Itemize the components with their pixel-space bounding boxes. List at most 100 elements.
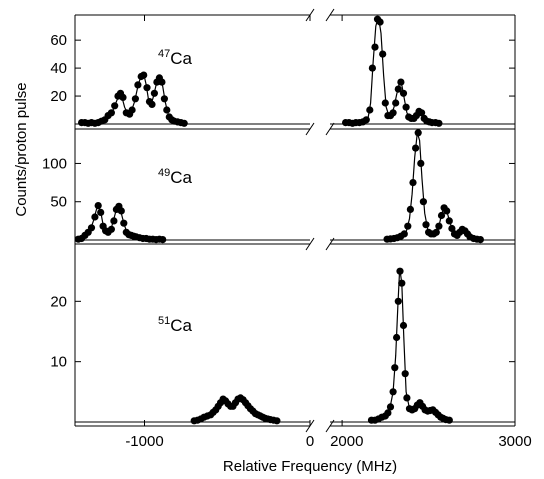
isotope-mass-number: 51 xyxy=(158,315,170,327)
data-point xyxy=(148,100,156,108)
data-point xyxy=(402,103,410,111)
fit-curve-1-1 xyxy=(387,132,481,241)
fit-curve-0-1 xyxy=(345,16,439,124)
data-point xyxy=(107,109,115,117)
axis-break-panel1-stroke-0 xyxy=(305,122,315,136)
axis-break-panel2 xyxy=(305,237,335,251)
data-point xyxy=(422,221,430,229)
data-point xyxy=(119,93,127,101)
data-point xyxy=(392,99,400,107)
x-tick-label: 3000 xyxy=(498,433,531,450)
data-point xyxy=(368,64,376,72)
x-tick-label: -1000 xyxy=(125,433,163,450)
data-point xyxy=(396,267,404,275)
data-point xyxy=(409,179,417,187)
data-point xyxy=(87,224,96,232)
data-point xyxy=(432,228,440,236)
data-point xyxy=(117,207,125,215)
data-point xyxy=(399,321,408,330)
y-tick-label: 60 xyxy=(50,32,67,49)
isotope-element: Ca xyxy=(170,168,192,187)
data-point xyxy=(371,43,379,51)
data-point xyxy=(435,222,443,230)
data-point xyxy=(386,403,395,411)
data-point xyxy=(414,129,422,137)
y-tick-label: 20 xyxy=(50,293,67,310)
data-point xyxy=(418,109,426,117)
data-point xyxy=(394,85,402,93)
x-axis-title: Relative Frequency (MHz) xyxy=(223,458,397,475)
data-point xyxy=(180,119,188,127)
y-axis-title: Counts/proton pulse xyxy=(13,82,30,216)
data-point xyxy=(362,116,370,124)
isotope-mass-number: 47 xyxy=(158,48,170,60)
axis-break-panel1-stroke-1 xyxy=(325,122,335,136)
data-point xyxy=(417,159,425,167)
data-point xyxy=(437,211,446,220)
data-point xyxy=(445,416,453,424)
data-point xyxy=(389,109,397,117)
y-tick-label: 50 xyxy=(50,194,67,211)
axis-labels: -1000 0 2000 300020406050100102047Ca49Ca51C… xyxy=(13,32,532,475)
data-point xyxy=(91,213,99,221)
axis-break-bottom-stroke-1 xyxy=(325,419,335,433)
data-point xyxy=(107,225,115,233)
axis-break-panel2-stroke-1 xyxy=(325,237,335,251)
axis-break-panel2-stroke-0 xyxy=(305,237,315,251)
data-point xyxy=(400,230,408,238)
data-point xyxy=(419,198,427,206)
isotope-element: Ca xyxy=(170,316,192,335)
data-point xyxy=(134,81,142,89)
data-point xyxy=(120,219,128,227)
isotope-mass-number: 49 xyxy=(158,167,170,179)
data-point xyxy=(376,18,384,26)
data-point xyxy=(128,106,136,114)
x-tick-label: 2000 xyxy=(330,433,363,450)
data-point xyxy=(273,417,281,425)
y-tick-label: 20 xyxy=(50,88,67,105)
data-point xyxy=(150,89,158,97)
isotope-label-1: 49Ca xyxy=(158,167,193,187)
data-point xyxy=(160,95,168,103)
data-point xyxy=(391,364,399,372)
data-point xyxy=(443,207,451,215)
y-tick-label: 10 xyxy=(50,354,67,371)
data-point xyxy=(163,106,171,114)
isotope-label-0: 47Ca xyxy=(158,48,193,68)
data-point xyxy=(366,106,374,114)
data-point xyxy=(381,99,389,107)
data-point xyxy=(140,71,148,79)
data-point xyxy=(448,224,456,233)
data-point xyxy=(435,119,443,127)
data-point xyxy=(389,388,397,396)
data-point xyxy=(406,205,414,213)
data-point xyxy=(399,89,408,97)
isotope-element: Ca xyxy=(170,49,192,68)
y-tick-label: 40 xyxy=(50,60,67,77)
data-point xyxy=(379,50,387,58)
data-point xyxy=(131,95,139,103)
data-point xyxy=(158,78,166,86)
data-point xyxy=(159,236,167,244)
data-point xyxy=(394,297,402,305)
data-point xyxy=(397,78,405,86)
data-point xyxy=(111,102,119,110)
data-point xyxy=(445,217,453,225)
data-point xyxy=(401,370,409,378)
data-point xyxy=(403,394,411,402)
data-point xyxy=(143,84,151,92)
data-point xyxy=(110,217,118,225)
data-point xyxy=(476,236,484,244)
axis-break-panel1 xyxy=(305,122,335,136)
y-tick-label: 100 xyxy=(42,155,67,172)
isotope-label-2: 51Ca xyxy=(158,315,193,335)
data-marks xyxy=(74,15,484,425)
x-tick-label: 0 xyxy=(306,433,314,450)
data-point xyxy=(94,202,102,210)
axis-break-top-stroke-1 xyxy=(325,8,335,22)
data-point xyxy=(412,144,420,152)
data-point xyxy=(97,208,105,216)
data-point xyxy=(404,222,412,230)
data-point xyxy=(384,409,392,417)
